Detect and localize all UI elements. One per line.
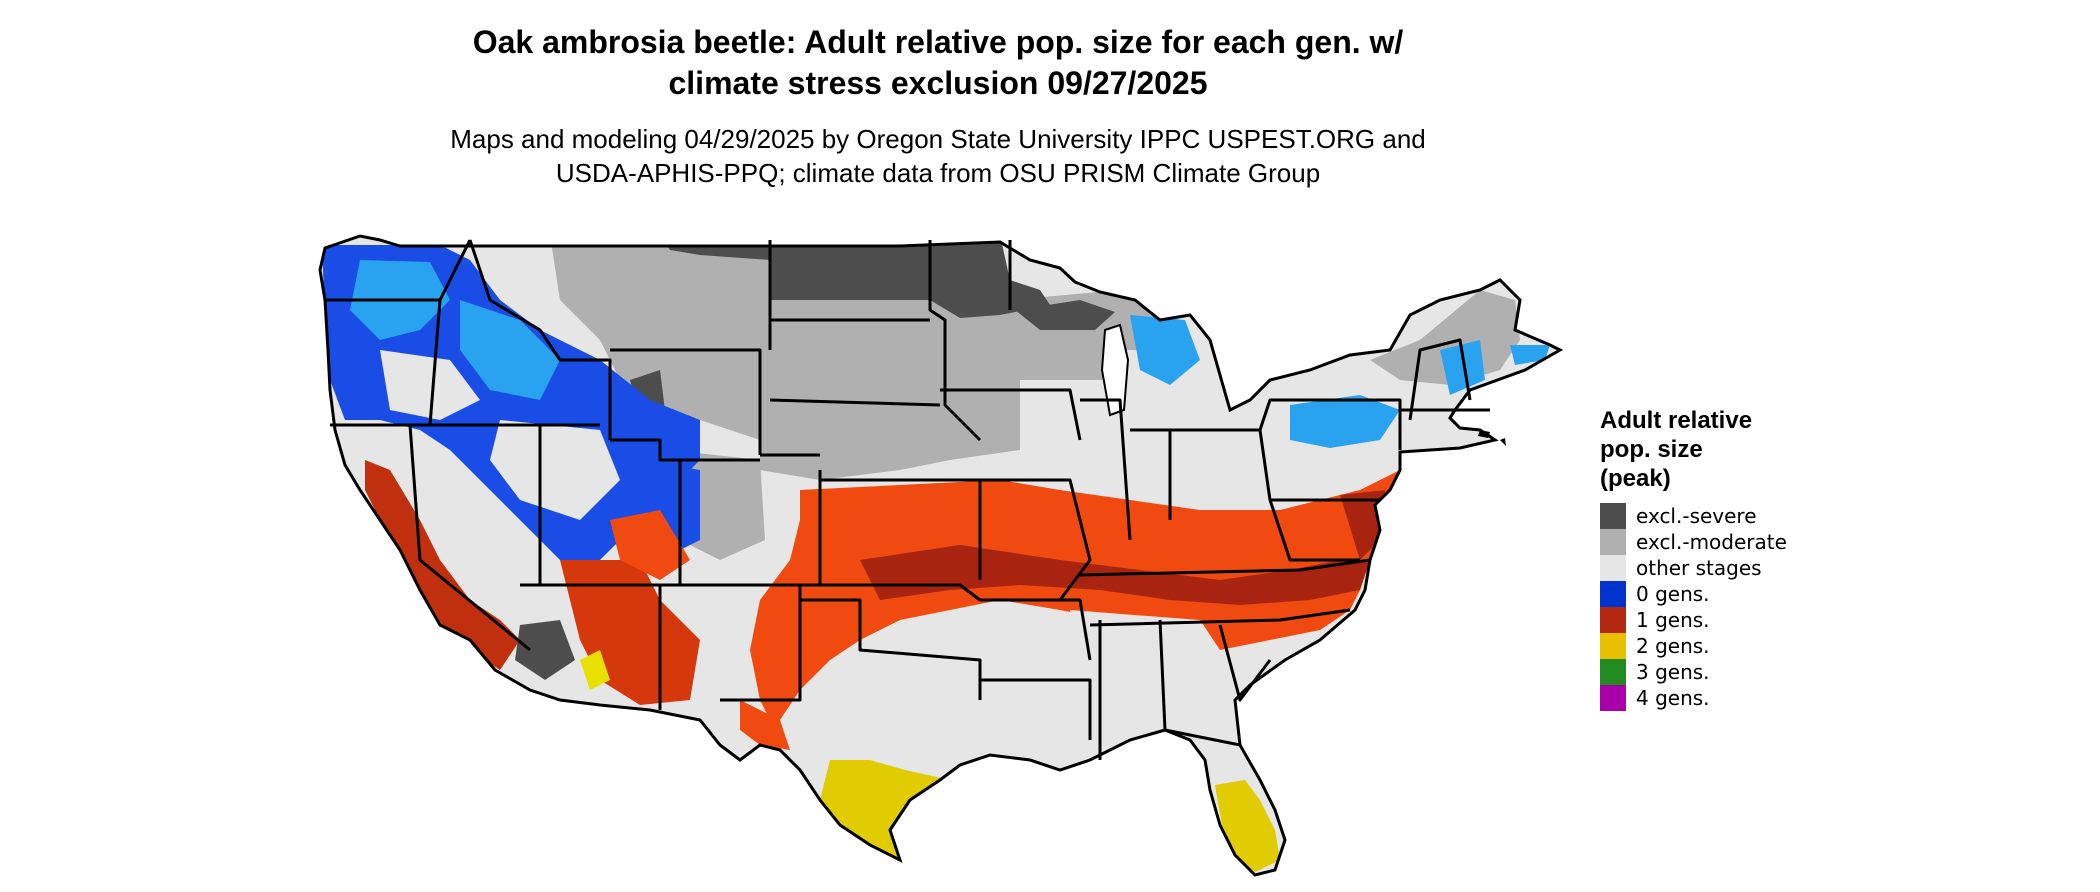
border-wy xyxy=(610,348,762,455)
map-title-line-1: Oak ambrosia beetle: Adult relative pop.… xyxy=(472,24,1404,60)
legend-title: Adult relative pop. size (peak) xyxy=(1600,406,1880,493)
border-al-ga xyxy=(1158,619,1167,731)
cape-cod xyxy=(1500,438,1506,446)
border-fl-north xyxy=(1164,728,1241,747)
legend-item: other stages xyxy=(1600,555,1880,581)
excl-severe-north xyxy=(660,236,1050,318)
border-pa-ny xyxy=(1258,398,1402,450)
zero-gens-vermont xyxy=(1440,340,1485,395)
border-mn-ia xyxy=(928,240,982,442)
map-subtitle-line-1: Maps and modeling 04/29/2025 by Oregon S… xyxy=(450,124,1426,154)
excl-moderate-plains xyxy=(550,236,1110,480)
border-mo-il xyxy=(980,478,1092,601)
two-gens-florida xyxy=(1215,780,1280,872)
zero-gens-new-york xyxy=(1290,395,1400,448)
legend-label: excl.-severe xyxy=(1636,504,1757,528)
legend-label: 1 gens. xyxy=(1636,608,1710,632)
zero-gens-light-idaho xyxy=(460,300,560,400)
border-id-mt xyxy=(468,239,612,440)
one-gen-four-corners xyxy=(610,510,690,580)
legend-label: excl.-moderate xyxy=(1636,530,1787,554)
other-stages-east-texas xyxy=(900,640,1090,760)
long-island xyxy=(1478,430,1490,438)
legend-label: 2 gens. xyxy=(1636,634,1710,658)
legend-swatch xyxy=(1600,633,1626,659)
map-subtitle-line-2: USDA-APHIS-PPQ; climate data from OSU PR… xyxy=(555,158,1321,188)
two-gens-south-texas xyxy=(820,760,950,860)
map-subtitle: Maps and modeling 04/29/2025 by Oregon S… xyxy=(0,122,1876,190)
legend-item: 4 gens. xyxy=(1600,685,1880,711)
border-mo-ar xyxy=(980,598,1092,661)
one-gen-west-texas xyxy=(740,700,790,750)
border-ga-sc xyxy=(1218,624,1272,702)
legend-title-line-2: pop. size xyxy=(1600,436,1703,463)
legend-item: excl.-severe xyxy=(1600,503,1880,529)
lake-michigan xyxy=(1100,323,1130,417)
border-wv-va xyxy=(1268,499,1360,562)
legend-label: 4 gens. xyxy=(1636,686,1710,710)
legend-items: excl.-severe excl.-moderate other stages 0 … xyxy=(1600,503,1880,711)
legend-title-line-1: Adult relative xyxy=(1600,407,1753,434)
border-ks-ok xyxy=(820,583,981,602)
border-or-id xyxy=(428,299,442,426)
legend-swatch xyxy=(1600,503,1626,529)
legend-item: 1 gens. xyxy=(1600,607,1880,633)
border-tn-south xyxy=(1089,608,1351,627)
legend-swatch xyxy=(1600,607,1626,633)
excl-severe-mojave xyxy=(515,620,575,680)
border-ca-nv xyxy=(408,424,531,652)
border-sd-ne xyxy=(769,398,941,407)
map-legend: Adult relative pop. size (peak) excl.-se… xyxy=(1600,406,1880,711)
border-il-in xyxy=(1080,398,1132,541)
climate-regions xyxy=(320,236,1560,875)
other-stages-great-basin xyxy=(490,420,620,520)
border-ok-tx xyxy=(800,598,982,700)
two-gens-arizona xyxy=(580,650,610,690)
border-ut-wy xyxy=(610,438,760,462)
border-ia-mo xyxy=(940,388,1082,441)
legend-swatch xyxy=(1600,659,1626,685)
other-stages-deep-south xyxy=(1070,610,1220,680)
legend-swatch xyxy=(1600,555,1626,581)
legend-swatch xyxy=(1600,685,1626,711)
legend-item: excl.-moderate xyxy=(1600,529,1880,555)
border-vt-nh xyxy=(1408,338,1472,421)
one-gen-california xyxy=(365,460,520,670)
other-stages-oregon-basin xyxy=(380,350,480,420)
border-nm-tx xyxy=(720,585,802,702)
one-gen-south-band xyxy=(750,470,1400,720)
zero-gens-michigan xyxy=(1130,315,1200,385)
excl-severe-upper-peninsula xyxy=(1015,300,1115,330)
legend-swatch xyxy=(1600,529,1626,555)
one-gen-chesapeake xyxy=(1340,490,1385,560)
legend-title-line-3: (peak) xyxy=(1600,465,1671,492)
legend-label: 3 gens. xyxy=(1636,660,1710,684)
border-ar-la xyxy=(980,678,1092,740)
zero-gens-maine-coast xyxy=(1510,345,1550,365)
map-title-line-2: climate stress exclusion 09/27/2025 xyxy=(668,65,1208,101)
state-borders xyxy=(325,239,1490,760)
legend-item: 2 gens. xyxy=(1600,633,1880,659)
legend-label: other stages xyxy=(1636,556,1762,580)
map-title: Oak ambrosia beetle: Adult relative pop.… xyxy=(0,22,1876,104)
legend-item: 0 gens. xyxy=(1600,581,1880,607)
legend-swatch xyxy=(1600,581,1626,607)
legend-label: 0 gens. xyxy=(1636,582,1710,606)
border-tn-ky xyxy=(1079,558,1371,577)
legend-item: 3 gens. xyxy=(1600,659,1880,685)
